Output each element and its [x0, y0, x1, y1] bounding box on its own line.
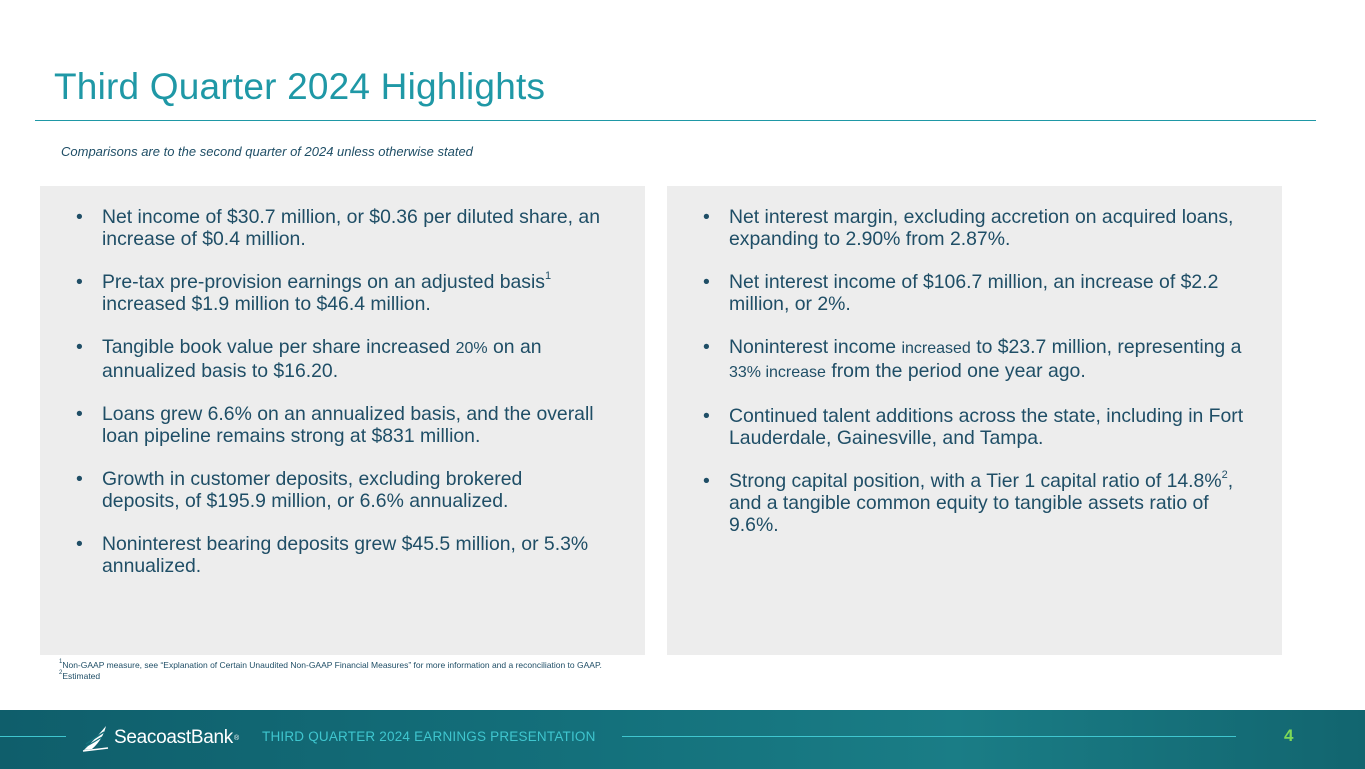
bullet-text: Tangible book value per share increased — [102, 336, 456, 358]
bullet-text: Net income of $30.7 million, or $0.36 pe… — [102, 206, 600, 250]
seacoast-bank-logo: SeacoastBank ® — [82, 723, 239, 753]
bullet-noninterest-deposits: Noninterest bearing deposits grew $45.5 … — [76, 533, 605, 577]
page-number: 4 — [1284, 726, 1294, 745]
bullet-text-emphasis: 33% increase — [729, 364, 826, 381]
bullet-net-income: Net income of $30.7 million, or $0.36 pe… — [76, 206, 605, 250]
bullet-text: , and a tangible common equity to tangib… — [729, 470, 1234, 536]
bullet-text: Pre-tax pre-provision earnings on an adj… — [102, 271, 546, 293]
bullet-text: Net interest margin, excluding accretion… — [729, 206, 1234, 250]
bullet-text: Net interest income of $106.7 million, a… — [729, 271, 1219, 315]
trademark-symbol: ® — [233, 734, 239, 742]
footnote-text: Estimated — [62, 670, 101, 681]
logo-wordmark: SeacoastBank — [114, 727, 233, 748]
left-highlights-panel: Net income of $30.7 million, or $0.36 pe… — [40, 186, 645, 655]
footnote-2: 2Estimated — [59, 669, 602, 682]
bullet-text: from the period one year ago. — [825, 360, 1086, 382]
title-divider — [35, 120, 1316, 121]
bullet-text: Continued talent additions across the st… — [729, 405, 1244, 449]
bullet-net-interest-margin: Net interest margin, excluding accretion… — [703, 206, 1252, 250]
right-bullet-list: Net interest margin, excluding accretion… — [703, 206, 1252, 536]
bullet-customer-deposits: Growth in customer deposits, excluding b… — [76, 468, 605, 512]
footnote-mark: 1 — [59, 659, 63, 666]
bullet-net-interest-income: Net interest income of $106.7 million, a… — [703, 271, 1252, 315]
right-highlights-panel: Net interest margin, excluding accretion… — [667, 186, 1282, 655]
footnote-1: 1Non-GAAP measure, see “Explanation of C… — [59, 659, 602, 671]
footnote-mark: 2 — [59, 669, 63, 676]
footer-bar: SeacoastBank ® THIRD QUARTER 2024 EARNING… — [0, 710, 1365, 769]
footnote-ref: 2 — [1221, 468, 1228, 481]
left-bullet-list: Net income of $30.7 million, or $0.36 pe… — [76, 206, 605, 577]
bullet-noninterest-income: Noninterest income increased to $23.7 mi… — [703, 336, 1252, 384]
presentation-label: THIRD QUARTER 2024 EARNINGS PRESENTATION — [262, 729, 596, 744]
bullet-text-emphasis: increased — [901, 340, 971, 357]
page-title: Third Quarter 2024 Highlights — [54, 66, 546, 107]
bullet-text: to $23.7 million, representing a — [970, 336, 1242, 358]
footnote-text: Non-GAAP measure, see “Explanation of Ce… — [62, 660, 602, 670]
footer-divider-right — [622, 736, 1236, 737]
bullet-text: on an annualized basis to $16.20. — [102, 336, 542, 382]
bullet-capital-position: Strong capital position, with a Tier 1 c… — [703, 468, 1252, 536]
bullet-loans: Loans grew 6.6% on an annualized basis, … — [76, 403, 605, 447]
bullet-talent-additions: Continued talent additions across the st… — [703, 405, 1252, 449]
bullet-text-emphasis: 20% — [455, 340, 488, 357]
bullet-pre-tax-earnings: Pre-tax pre-provision earnings on an adj… — [76, 269, 605, 315]
bullet-text: Growth in customer deposits, excluding b… — [102, 468, 523, 512]
comparison-note: Comparisons are to the second quarter of… — [61, 144, 473, 159]
bullet-tangible-book-value: Tangible book value per share increased … — [76, 336, 605, 382]
bullet-text: increased $1.9 million to $46.4 million. — [102, 293, 431, 315]
bullet-text: Loans grew 6.6% on an annualized basis, … — [102, 403, 594, 447]
bullet-text: Strong capital position, with a Tier 1 c… — [729, 470, 1222, 492]
footer-divider-left — [0, 736, 66, 737]
bullet-text: Noninterest income — [729, 336, 902, 358]
footnotes: 1Non-GAAP measure, see “Explanation of C… — [59, 659, 602, 682]
footnote-ref: 1 — [545, 269, 552, 282]
bullet-text: Noninterest bearing deposits grew $45.5 … — [102, 533, 589, 577]
sailboat-icon — [82, 726, 109, 752]
